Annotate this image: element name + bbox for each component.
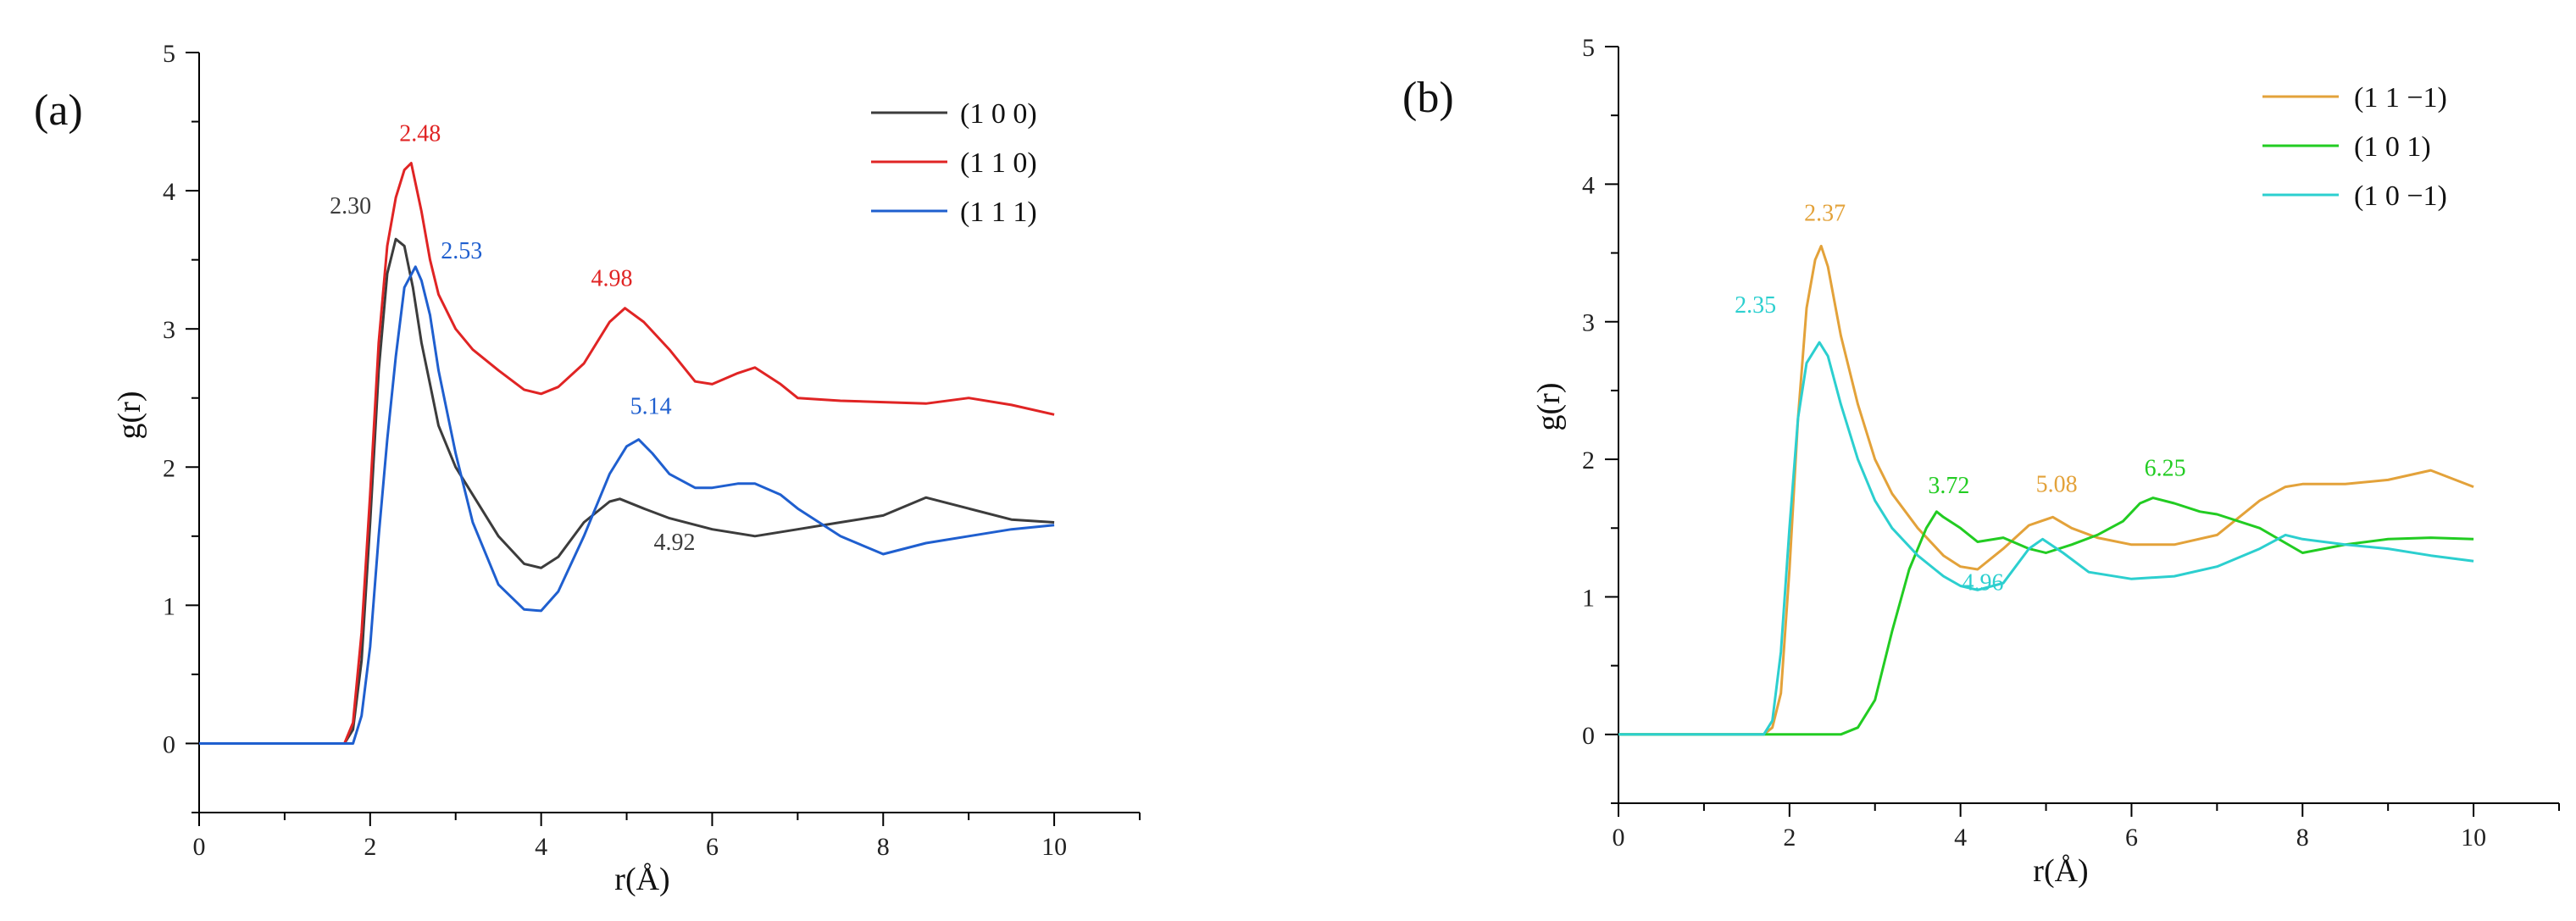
series-line-0 <box>1618 244 2474 736</box>
x-tick-label: 0 <box>193 833 206 861</box>
legend-label: (1 0 0) <box>960 98 1037 130</box>
y-tick-label: 0 <box>1582 722 1595 750</box>
peak-annotation: 4.96 <box>1963 569 2004 596</box>
legend-label: (1 0 1) <box>2354 131 2431 163</box>
peak-annotation: 2.37 <box>1804 200 1846 226</box>
y-tick-label: 5 <box>163 40 175 68</box>
x-tick-label: 10 <box>2461 824 2486 852</box>
peak-annotation: 2.53 <box>441 238 482 264</box>
x-tick-label: 0 <box>1613 824 1625 852</box>
peak-annotation: 4.92 <box>653 530 695 556</box>
peak-annotation: 2.35 <box>1735 292 1776 319</box>
chart-panel-a: 0 2 4 6 8 10 0 1 2 3 4 5 r(Å) g(r) (a) (1 0 0) (1 1 0) (1… <box>34 40 1141 897</box>
y-axis-label: g(r) <box>1531 383 1567 431</box>
y-tick-label: 2 <box>163 454 175 482</box>
peak-annotation: 3.72 <box>1928 473 1969 499</box>
x-tick-label: 6 <box>2125 824 2138 852</box>
series-line-1 <box>199 162 1055 745</box>
peak-annotation: 2.48 <box>399 120 441 147</box>
series-line-2 <box>1618 341 2474 736</box>
peak-annotation: 4.98 <box>591 266 633 292</box>
x-tick-label: 8 <box>877 833 890 861</box>
x-tick-label: 4 <box>535 833 547 861</box>
legend-label: (1 1 1) <box>960 197 1037 228</box>
legend-label: (1 1 −1) <box>2354 82 2447 114</box>
peak-annotation: 5.08 <box>2036 471 2078 497</box>
x-tick-label: 8 <box>2296 824 2309 852</box>
y-tick-label: 0 <box>163 730 175 758</box>
y-tick-label: 3 <box>163 316 175 344</box>
series-line-1 <box>1618 497 2474 736</box>
peak-annotation: 2.30 <box>330 193 371 219</box>
legend-label: (1 1 0) <box>960 147 1037 179</box>
panel-label: (b) <box>1402 74 1454 122</box>
y-tick-label: 5 <box>1582 34 1595 62</box>
x-tick-label: 4 <box>1954 824 1967 852</box>
y-axis-label: g(r) <box>112 391 147 440</box>
series-line-2 <box>199 265 1055 745</box>
peak-annotation: 5.14 <box>630 394 672 420</box>
series-line-0 <box>199 237 1055 745</box>
y-tick-label: 3 <box>1582 309 1595 337</box>
y-tick-label: 1 <box>1582 584 1595 612</box>
y-tick-label: 2 <box>1582 447 1595 474</box>
x-tick-label: 10 <box>1041 833 1067 861</box>
x-tick-label: 2 <box>364 833 376 861</box>
panel-label: (a) <box>34 86 83 135</box>
x-tick-label: 2 <box>1783 824 1796 852</box>
peak-annotation: 6.25 <box>2145 456 2186 482</box>
x-axis-label: r(Å) <box>614 862 669 897</box>
y-tick-label: 1 <box>163 592 175 620</box>
y-tick-label: 4 <box>1582 171 1595 199</box>
chart-panel-b: 0 2 4 6 8 10 0 1 2 3 4 5 r(Å) g(r) (b) (1 1 −1) (1 0 1) (… <box>1402 34 2560 889</box>
x-tick-label: 6 <box>706 833 719 861</box>
y-tick-label: 4 <box>163 178 175 206</box>
legend-label: (1 0 −1) <box>2354 180 2447 212</box>
x-axis-label: r(Å) <box>2033 853 2088 889</box>
